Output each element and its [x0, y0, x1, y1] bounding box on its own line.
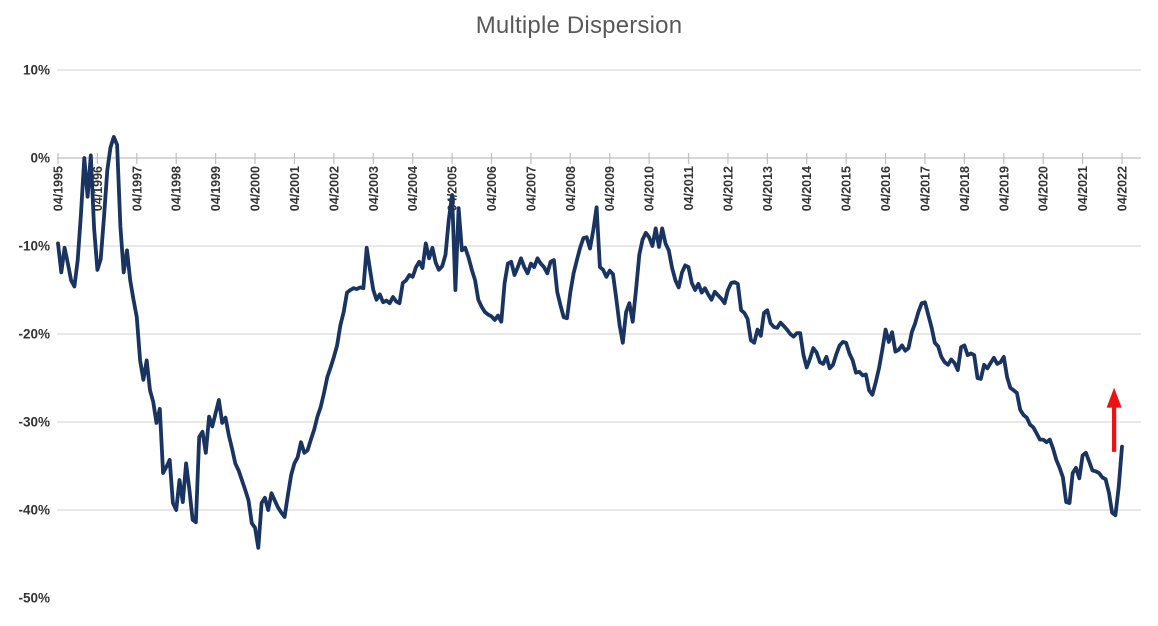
- x-tick-label: 04/2018: [958, 166, 972, 211]
- x-tick-label: 04/2002: [327, 166, 341, 211]
- y-tick-label: -50%: [18, 591, 50, 606]
- x-tick-label: 04/2022: [1116, 166, 1130, 211]
- x-tick-label: 04/1995: [52, 166, 66, 211]
- series-line-multiple-dispersion: [56, 135, 1124, 550]
- x-tick-label: 04/2006: [485, 166, 499, 211]
- x-tick-label: 04/2013: [761, 166, 775, 211]
- x-tick-label: 04/1997: [130, 166, 144, 211]
- x-tick-label: 04/2003: [367, 166, 381, 211]
- x-tick-label: 04/2016: [879, 166, 893, 211]
- y-tick-label: 10%: [23, 63, 50, 78]
- y-tick-label: -20%: [18, 327, 50, 342]
- x-tick-label: 04/2007: [524, 166, 538, 211]
- up-arrow-icon: [1106, 387, 1122, 408]
- x-tick-label: 04/2020: [1037, 166, 1051, 211]
- x-tick-label: 04/2004: [406, 166, 420, 211]
- x-tick-label: 04/2000: [249, 166, 263, 211]
- x-tick-label: 04/2008: [564, 166, 578, 211]
- x-tick-label: 04/1999: [209, 166, 223, 211]
- y-tick-label: -40%: [18, 503, 50, 518]
- x-tick-label: 04/2012: [721, 166, 735, 211]
- x-tick-label: 04/2017: [918, 166, 932, 211]
- x-tick-label: 04/2001: [288, 166, 302, 211]
- x-tick-label: 04/1998: [170, 166, 184, 211]
- y-tick-label: 0%: [30, 151, 50, 166]
- y-tick-label: -10%: [18, 239, 50, 254]
- x-tick-label: 04/2019: [997, 166, 1011, 211]
- y-tick-label: -30%: [18, 415, 50, 430]
- x-tick-label: 04/2010: [643, 166, 657, 211]
- x-tick-label: 04/2015: [840, 166, 854, 211]
- x-tick-label: 04/2021: [1076, 166, 1090, 211]
- x-tick-label: 04/2005: [446, 166, 460, 211]
- chart-title: Multiple Dispersion: [475, 12, 683, 39]
- x-tick-label: 04/2011: [682, 166, 696, 211]
- x-tick-label: 04/2014: [800, 166, 814, 211]
- x-tick-label: 04/2009: [603, 166, 617, 211]
